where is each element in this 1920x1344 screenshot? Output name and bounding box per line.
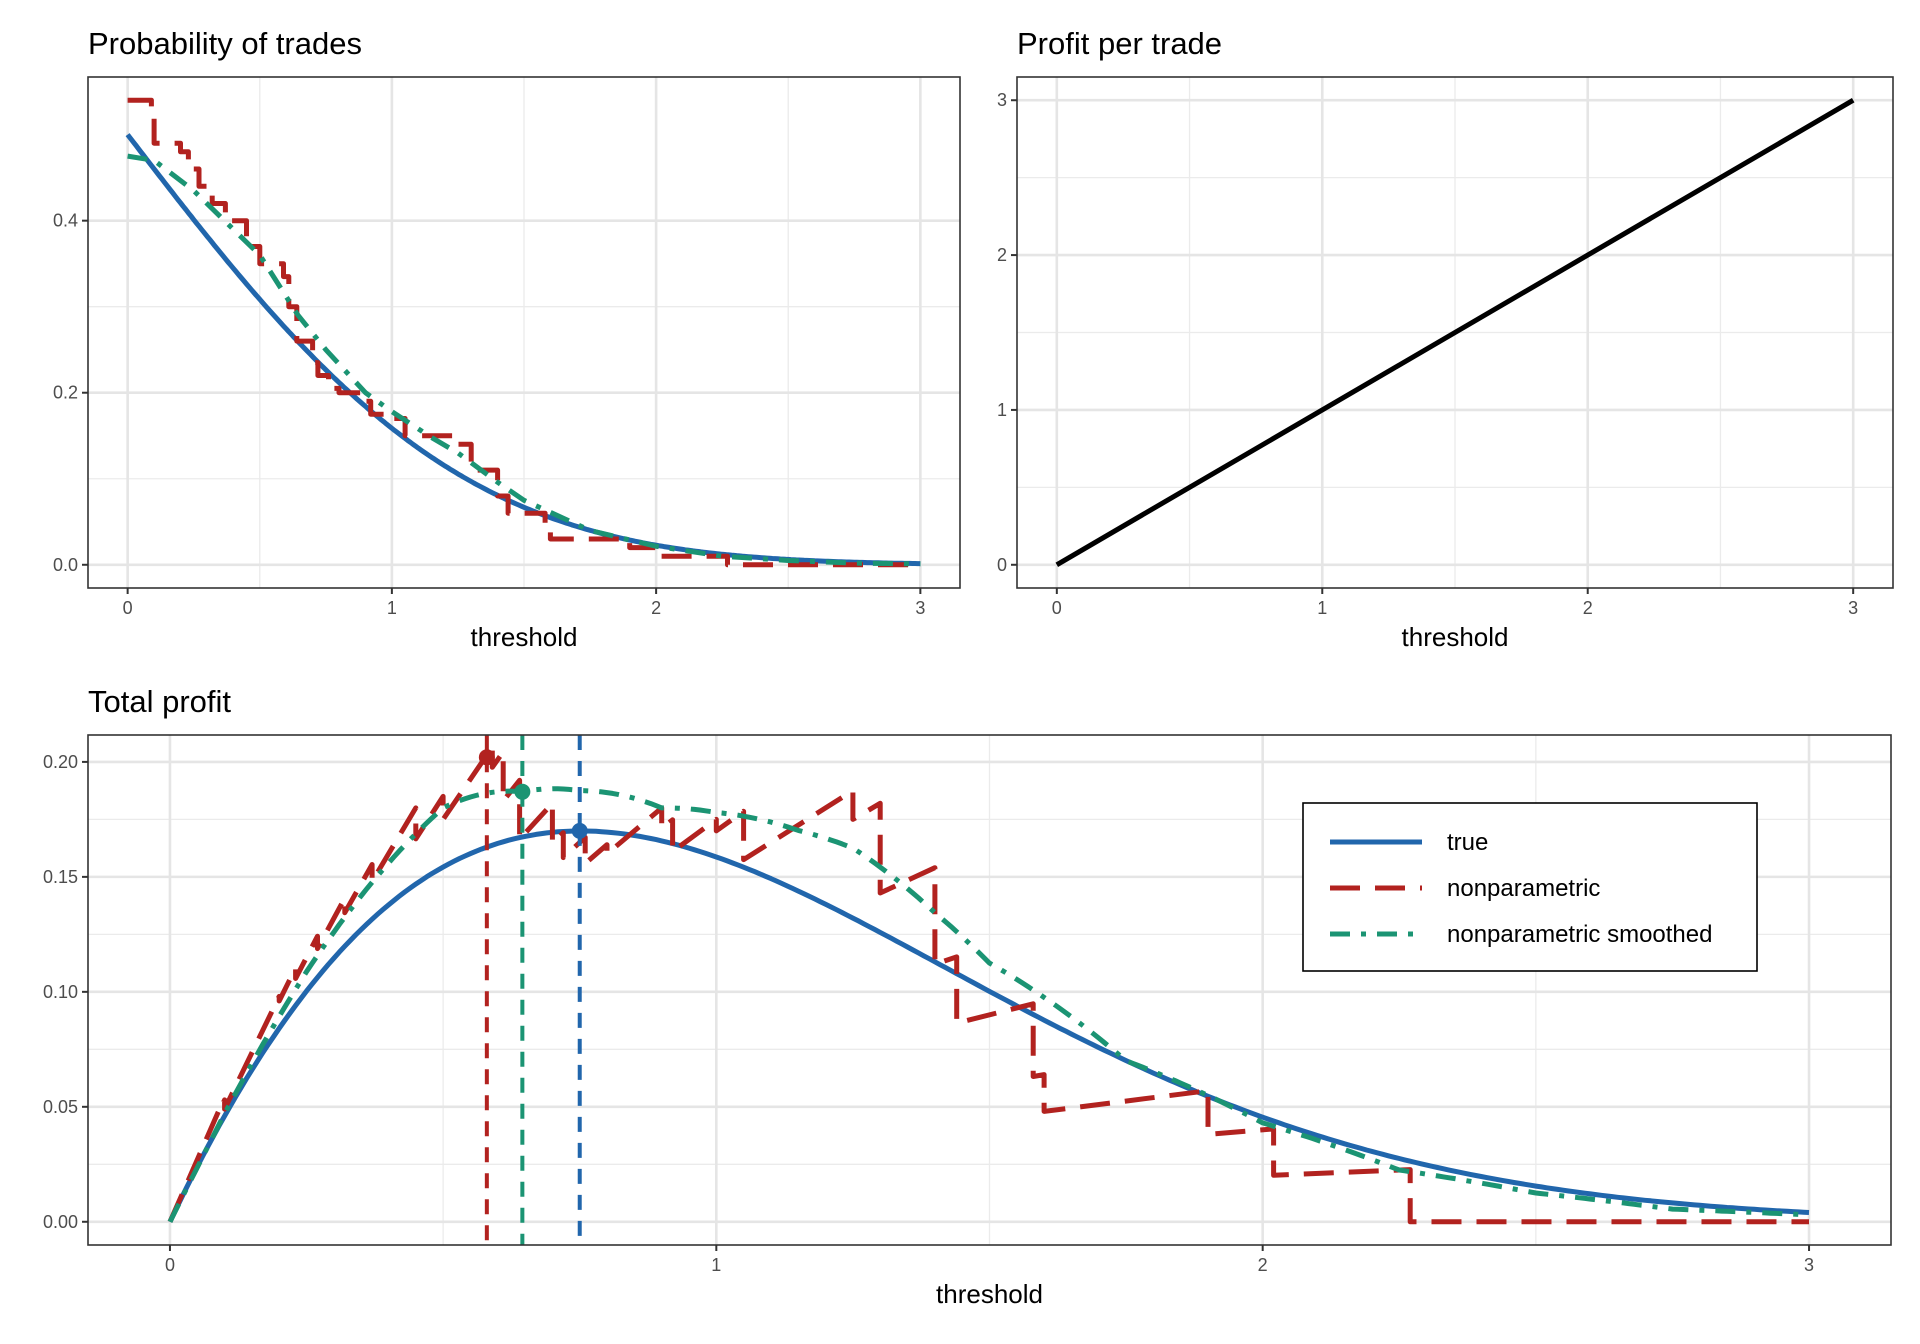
series-line-nonparametric-smoothed — [167, 786, 1810, 1223]
panel-title: Profit per trade — [1017, 26, 1222, 61]
legend-label: true — [1447, 829, 1488, 856]
plot-area — [125, 97, 921, 568]
x-axis-title: threshold — [471, 622, 578, 652]
x-axis-title: threshold — [1402, 622, 1509, 652]
x-axis-title: threshold — [936, 1279, 1043, 1309]
y-tick-label: 2 — [997, 245, 1007, 265]
y-tick-label: 0.10 — [43, 982, 78, 1002]
panel-3: Total profit 0 1 2 3 0.00 0.05 0.10 0.15 0.20 thre… — [43, 684, 1892, 1309]
series-line-nonparametric — [127, 97, 921, 568]
panel-border — [87, 76, 961, 589]
legend-label: nonparametric smoothed — [1447, 921, 1712, 948]
panel-2: Profit per trade 0 1 2 3 0 1 2 3 threshold — [997, 26, 1894, 652]
panel-border — [1016, 76, 1894, 589]
x-tick-label: 2 — [651, 598, 661, 618]
x-tick-label: 1 — [387, 598, 397, 618]
plot-area — [167, 735, 1810, 1245]
y-tick-label: 1 — [997, 400, 1007, 420]
x-tick-label: 1 — [1317, 598, 1327, 618]
y-tick-label: 0.0 — [53, 555, 78, 575]
x-tick-label: 2 — [1583, 598, 1593, 618]
x-tick-label: 3 — [915, 598, 925, 618]
y-tick-label: 0.00 — [43, 1212, 78, 1232]
y-tick-label: 0.20 — [43, 752, 78, 772]
x-tick-label: 0 — [165, 1255, 175, 1275]
x-tick-label: 0 — [123, 598, 133, 618]
y-tick-label: 3 — [997, 90, 1007, 110]
panel-border — [87, 734, 1892, 1246]
legend: true nonparametric nonparametric smoothed — [1302, 802, 1758, 972]
panel-1: Probability of trades 0 1 2 3 0.0 0.2 0.4 thresh… — [53, 26, 961, 652]
series-line-nonparametric — [167, 744, 1809, 1225]
optimum-point — [571, 822, 588, 839]
x-tick-label: 3 — [1804, 1255, 1814, 1275]
y-tick-label: 0 — [997, 555, 1007, 575]
optimum-point — [514, 783, 531, 800]
x-tick-label: 1 — [711, 1255, 721, 1275]
plot-area — [1055, 98, 1855, 567]
optimum-point — [478, 749, 495, 766]
panel-title: Probability of trades — [88, 26, 362, 61]
series-line-true — [167, 828, 1810, 1223]
y-tick-label: 0.2 — [53, 383, 78, 403]
y-tick-label: 0.4 — [53, 211, 78, 231]
y-tick-label: 0.15 — [43, 867, 78, 887]
series-line-profit — [1055, 98, 1855, 567]
x-tick-label: 2 — [1258, 1255, 1268, 1275]
x-tick-label: 0 — [1052, 598, 1062, 618]
legend-label: nonparametric — [1447, 875, 1600, 902]
y-tick-label: 0.05 — [43, 1097, 78, 1117]
x-tick-label: 3 — [1848, 598, 1858, 618]
panel-title: Total profit — [88, 684, 231, 719]
